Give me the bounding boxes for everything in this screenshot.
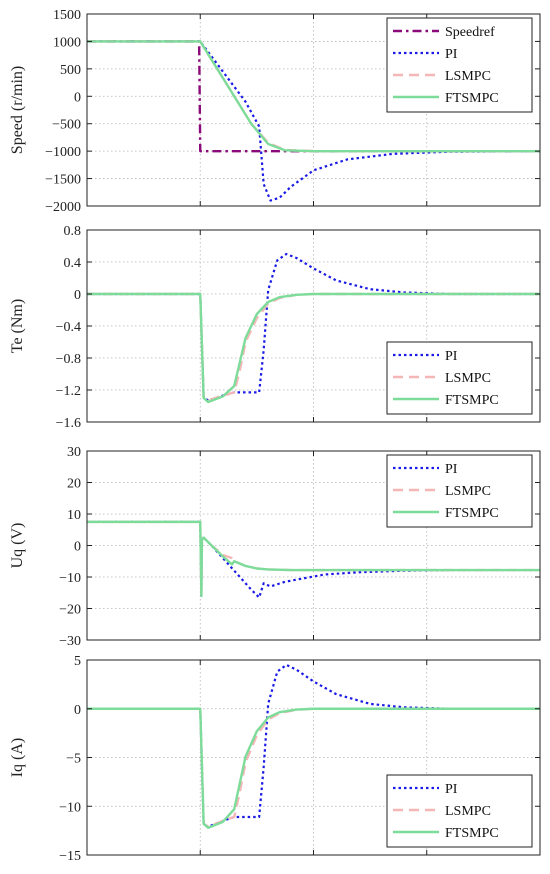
y-tick-label: −0.4: [56, 320, 81, 335]
legend-label-lsmpc: LSMPC: [445, 69, 491, 84]
legend-label-pi: PI: [445, 782, 458, 797]
legend-label-lsmpc: LSMPC: [445, 484, 491, 499]
series-line-ftsmpc: [87, 707, 540, 829]
series-group: [87, 252, 540, 404]
y-tick-label: 0: [74, 540, 81, 555]
y-tick-label: −0.8: [56, 352, 81, 367]
y-tick-label: 1000: [53, 35, 81, 50]
series-line-lsmpc: [87, 520, 540, 598]
y-axis-label: Te (Nm): [9, 299, 26, 353]
y-tick-label: −1500: [45, 173, 81, 188]
series-group: [87, 520, 540, 599]
panel-4: 5 0 −5 −10 −15 Iq (A) PI LSMPC FTSMPC: [9, 654, 541, 864]
legend-label-pi: PI: [445, 349, 458, 364]
y-tick-label: 0: [74, 90, 81, 105]
y-tick-label: 1500: [53, 8, 81, 23]
legend-label-ftsmpc: FTSMPC: [445, 393, 499, 408]
legend-label-lsmpc: LSMPC: [445, 804, 491, 819]
legend: PI LSMPC FTSMPC: [386, 454, 533, 528]
panel-3: 30 20 10 0 −10 −20 −30 Uq (V) PI LSMPC FTSMPC: [9, 445, 541, 649]
legend-label-lsmpc: LSMPC: [445, 371, 491, 386]
legend: Speedref PI LSMPC FTSMPC: [386, 17, 533, 113]
y-tick-label: −1.2: [56, 384, 81, 399]
y-tick-label: −15: [59, 849, 81, 864]
panel-2: 0.8 0.4 0 −0.4 −0.8 −1.2 −1.6 Te (Nm) PI LSMPC FTS…: [9, 224, 541, 431]
y-tick-label: 0: [74, 703, 81, 718]
series-line-pi: [87, 40, 540, 202]
y-tick-label: 0.8: [64, 224, 82, 239]
legend: PI LSMPC FTSMPC: [386, 774, 533, 848]
series-group: [87, 663, 540, 829]
y-tick-label: 0: [74, 288, 81, 303]
y-tick-label: −20: [59, 603, 81, 618]
y-axis-label: Speed (r/min): [9, 66, 26, 154]
legend-label-ftsmpc: FTSMPC: [445, 91, 499, 106]
y-axis-label: Uq (V): [9, 523, 26, 569]
legend-label-ftsmpc: FTSMPC: [445, 506, 499, 521]
series-line-ftsmpc: [87, 292, 540, 404]
legend-label-speedref: Speedref: [445, 25, 495, 40]
y-tick-label: −5: [66, 752, 81, 767]
y-tick-label: −10: [59, 571, 81, 586]
y-tick-label: −30: [59, 634, 81, 649]
y-tick-label: −500: [52, 118, 81, 133]
y-tick-label: −1.6: [56, 416, 81, 431]
series-group: [87, 40, 540, 202]
y-tick-label: −10: [59, 800, 81, 815]
series-line-ftsmpc: [87, 40, 540, 153]
series-line-ftsmpc: [87, 520, 540, 598]
y-tick-label: 10: [67, 508, 81, 523]
y-tick-label: 500: [60, 63, 81, 78]
y-tick-label: 0.4: [64, 256, 82, 271]
y-tick-label: 5: [74, 654, 81, 669]
panel-1: 1500 1000 500 0 −500 −1000 −1500 −2000 Speed (r/…: [9, 8, 541, 215]
legend-label-pi: PI: [445, 462, 458, 477]
y-axis-label: Iq (A): [9, 738, 26, 778]
y-tick-label: −1000: [45, 145, 81, 160]
legend-label-pi: PI: [445, 47, 458, 62]
y-tick-label: −2000: [45, 200, 81, 215]
legend-label-ftsmpc: FTSMPC: [445, 826, 499, 841]
y-tick-label: 30: [67, 445, 81, 460]
y-tick-label: 20: [67, 477, 81, 492]
legend: PI LSMPC FTSMPC: [386, 341, 533, 415]
